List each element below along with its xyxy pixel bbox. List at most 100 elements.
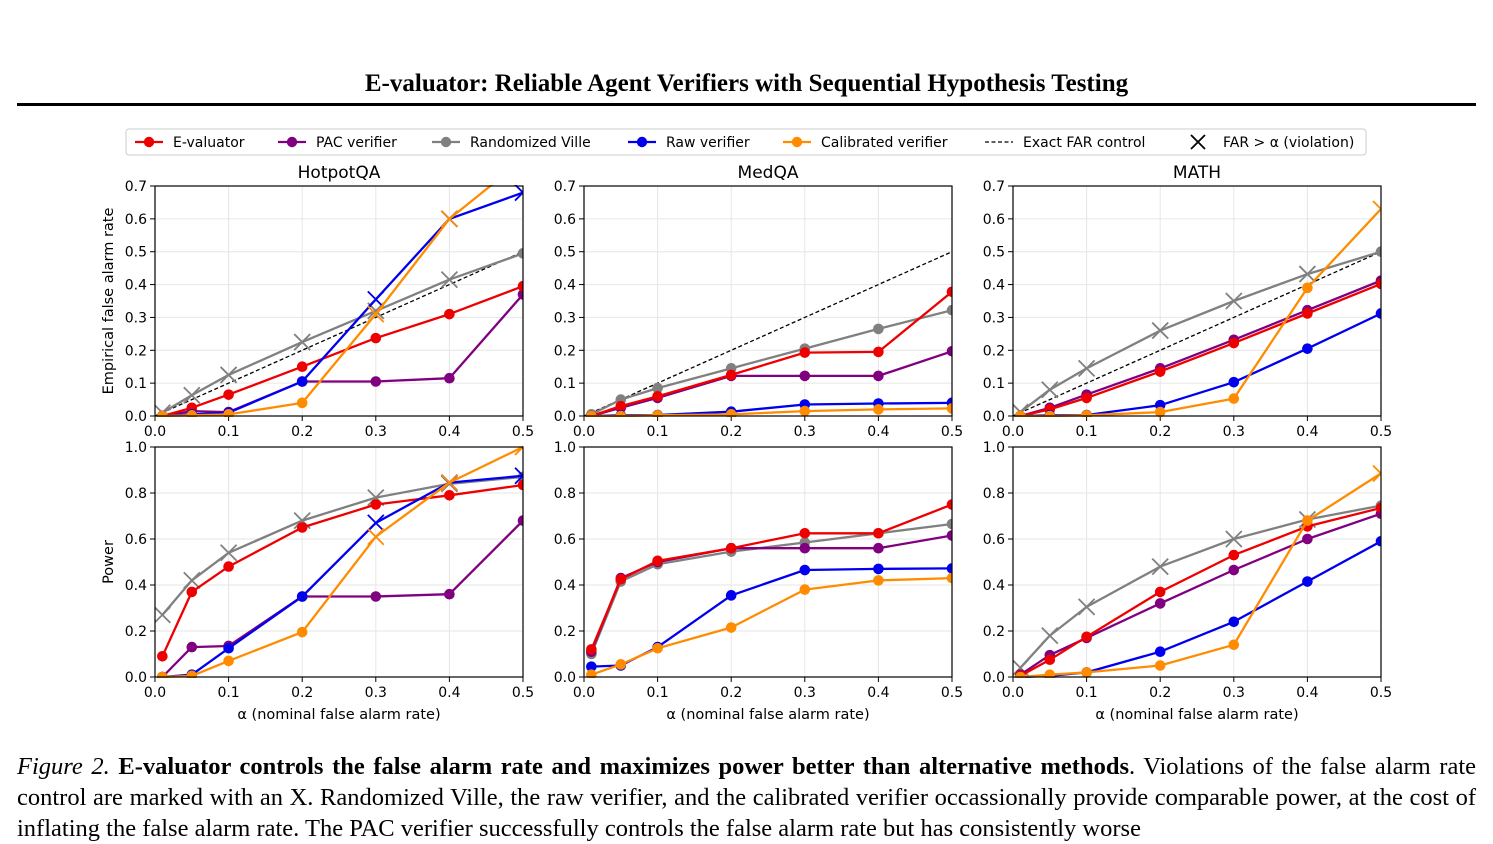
x-tick-label: 0.2 xyxy=(291,685,313,701)
violation-marker xyxy=(1077,598,1096,616)
series-line xyxy=(1020,540,1381,678)
y-tick-label: 0.4 xyxy=(983,278,1005,294)
x-tick-label: 0.3 xyxy=(1223,685,1245,701)
y-tick-label: 0.4 xyxy=(125,278,147,294)
y-tick-label: 0.8 xyxy=(554,486,576,502)
y-tick-label: 1.0 xyxy=(125,440,147,456)
data-point xyxy=(873,370,884,382)
data-point xyxy=(873,323,884,335)
data-point xyxy=(157,651,168,662)
x-axis-label: α (nominal false alarm rate) xyxy=(666,707,869,723)
series-e-valuator xyxy=(586,286,952,417)
y-tick-label: 0.2 xyxy=(554,343,576,359)
series-calibrated-verifier xyxy=(157,446,523,678)
series-calibrated-verifier xyxy=(586,572,952,678)
violation-marker xyxy=(1225,530,1243,548)
data-point xyxy=(370,591,382,602)
data-point xyxy=(799,542,811,554)
violation-marker xyxy=(1151,557,1169,576)
legend-label-0: E-valuator xyxy=(173,135,245,151)
x-tick-label: 0.2 xyxy=(291,424,313,440)
series-pac-verifier xyxy=(1015,275,1381,417)
violation-marker xyxy=(1041,626,1059,645)
series-e-valuator xyxy=(157,479,523,662)
x-tick-label: 0.5 xyxy=(512,424,534,440)
data-point xyxy=(799,527,811,539)
data-point xyxy=(652,410,663,417)
violation-marker xyxy=(367,528,385,546)
data-point xyxy=(186,410,198,417)
series-line xyxy=(591,567,952,668)
series-raw-verifier xyxy=(157,185,523,417)
x-tick-label: 0.2 xyxy=(1149,685,1171,701)
x-tick-label: 0.4 xyxy=(867,685,889,701)
data-point xyxy=(223,655,234,667)
series-pac-verifier xyxy=(157,515,523,678)
y-tick-label: 0.3 xyxy=(554,310,576,326)
data-point xyxy=(517,479,523,491)
data-point xyxy=(444,308,455,320)
data-point xyxy=(296,376,308,387)
violation-marker xyxy=(183,571,201,590)
x-tick-label: 0.4 xyxy=(1296,685,1318,701)
data-point xyxy=(296,591,308,602)
data-point xyxy=(517,289,523,300)
data-point xyxy=(223,561,234,572)
data-point xyxy=(652,390,663,402)
violation-marker xyxy=(1372,200,1381,218)
series-line xyxy=(1019,512,1381,676)
data-point xyxy=(946,572,952,584)
x-tick-label: 0.3 xyxy=(365,424,387,440)
series-pac-verifier xyxy=(586,530,952,657)
x-tick-label: 0.1 xyxy=(646,424,668,440)
data-point xyxy=(1375,278,1381,290)
data-point xyxy=(444,490,455,501)
data-point xyxy=(873,346,884,358)
axes-frame xyxy=(154,185,524,417)
series-line xyxy=(591,350,952,417)
data-point xyxy=(296,361,308,373)
panel-title: HotpotQA xyxy=(298,163,381,183)
y-tick-label: 0.5 xyxy=(554,245,576,261)
data-point xyxy=(186,670,198,678)
data-point xyxy=(799,405,811,417)
data-point xyxy=(586,669,597,678)
running-title: E-valuator: Reliable Agent Verifiers wit… xyxy=(364,70,1129,97)
data-point xyxy=(873,563,884,575)
violation-marker xyxy=(1077,359,1096,377)
data-point xyxy=(615,400,627,412)
data-point xyxy=(1375,246,1381,258)
violation-marker xyxy=(183,386,201,404)
series-line xyxy=(591,290,952,417)
x-tick-label: 0.0 xyxy=(573,424,595,440)
series-calibrated-verifier xyxy=(1015,200,1381,417)
data-point xyxy=(725,542,737,554)
x-tick-label: 0.0 xyxy=(573,685,595,701)
legend-label-6: FAR > α (violation) xyxy=(1223,135,1354,151)
legend-x-marker xyxy=(1190,134,1206,150)
data-point xyxy=(586,644,597,655)
violation-marker xyxy=(1041,381,1059,399)
legend-marker-4 xyxy=(791,136,803,148)
violation-marker xyxy=(293,333,311,351)
data-point xyxy=(186,641,198,653)
y-tick-label: 0.4 xyxy=(125,578,147,594)
x-tick-label: 0.0 xyxy=(144,424,166,440)
data-point xyxy=(1375,308,1381,319)
data-point xyxy=(652,382,663,394)
y-tick-label: 0.0 xyxy=(125,670,147,686)
x-axis-label: α (nominal false alarm rate) xyxy=(237,707,440,723)
data-point xyxy=(1302,533,1313,545)
x-tick-label: 0.3 xyxy=(365,685,387,701)
axes-frame xyxy=(583,185,953,417)
y-tick-label: 0.0 xyxy=(125,409,147,425)
y-tick-label: 0.6 xyxy=(983,532,1005,548)
data-point xyxy=(652,555,663,567)
y-tick-label: 1.0 xyxy=(983,440,1005,456)
data-point xyxy=(725,409,737,417)
series-calibrated-verifier xyxy=(1015,464,1381,678)
violation-marker xyxy=(219,544,238,562)
x-tick-label: 0.4 xyxy=(438,424,460,440)
data-point xyxy=(296,397,308,409)
data-point xyxy=(1154,366,1166,377)
